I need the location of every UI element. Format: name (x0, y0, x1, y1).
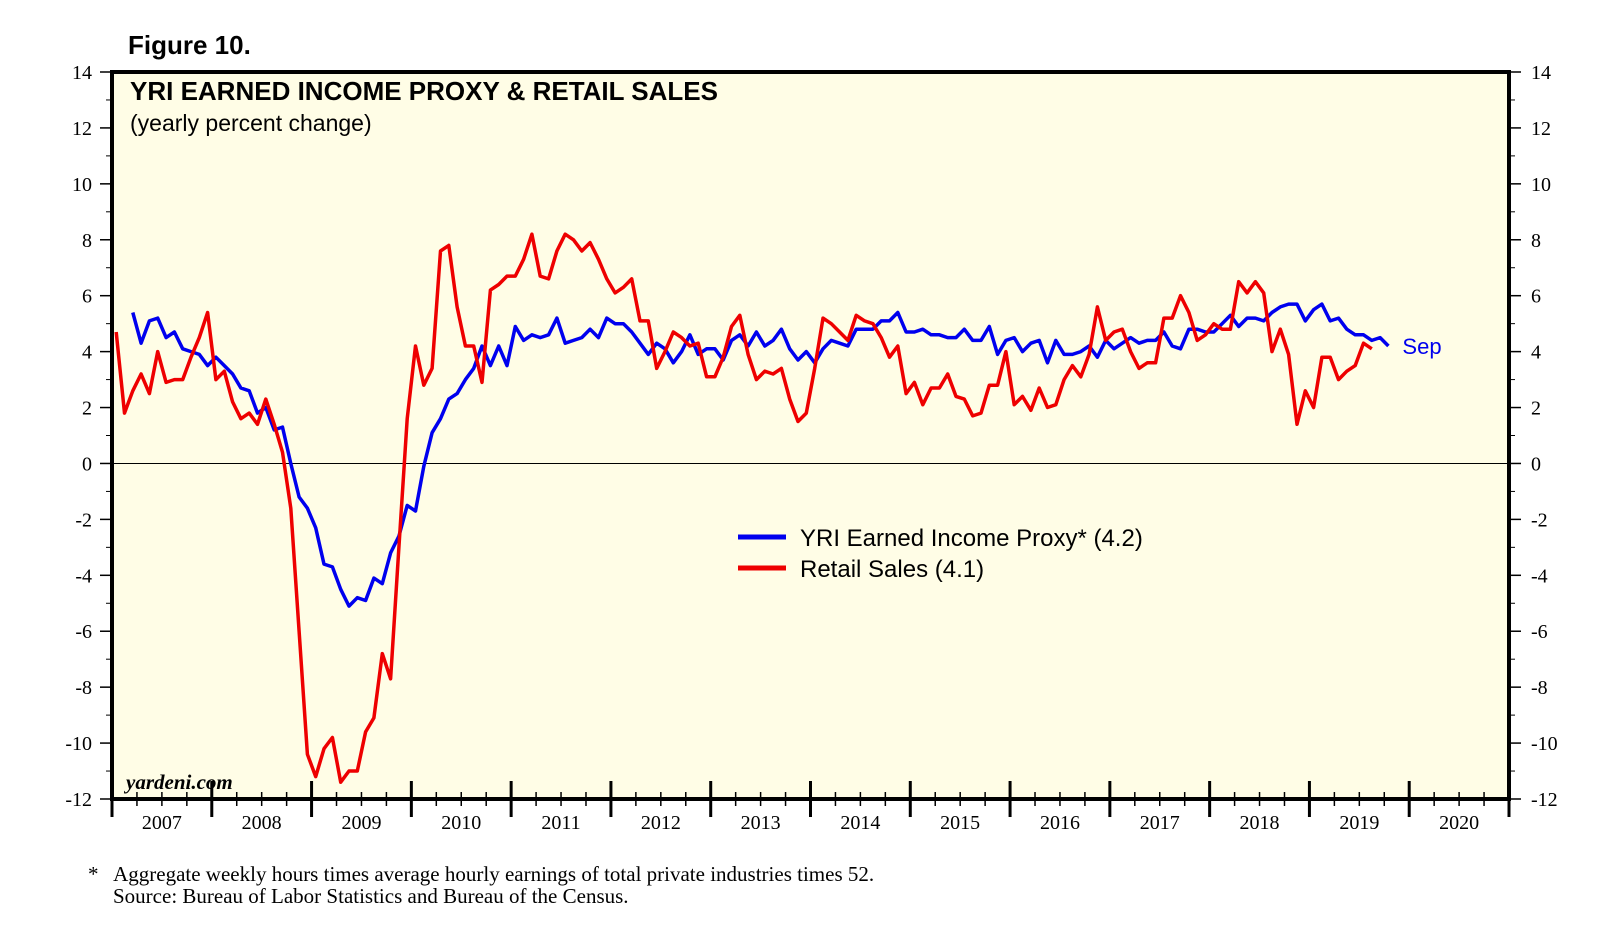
x-tick-label: 2017 (1140, 812, 1180, 834)
chart-title: YRI EARNED INCOME PROXY & RETAIL SALES (130, 76, 718, 106)
y-axis-right: 14 12 10 8 6 4 2 0 -2 -4 -6 -8 -10 -12 (1509, 62, 1558, 811)
y-tick-label-left: 8 (82, 230, 92, 252)
x-tick-label: 2008 (242, 812, 282, 834)
source-note: Source: Bureau of Labor Statistics and B… (113, 884, 629, 908)
y-tick-label-left: -8 (75, 677, 92, 699)
y-tick-label-right: 12 (1531, 118, 1551, 140)
x-tick-label: 2020 (1439, 812, 1479, 834)
y-tick-label-right: 10 (1531, 174, 1551, 196)
chart-subtitle: (yearly percent change) (130, 110, 372, 136)
series-layer (114, 232, 1390, 784)
y-tick-label-right: -2 (1531, 509, 1548, 531)
y-tick-label-right: -4 (1531, 565, 1548, 587)
x-tick-label: 2009 (341, 812, 381, 834)
y-tick-label-left: -10 (65, 733, 92, 755)
x-tick-label: 2016 (1040, 812, 1080, 834)
legend-label-retail: Retail Sales (4.1) (800, 556, 984, 583)
y-tick-label-right: 8 (1531, 230, 1541, 252)
legend: YRI Earned Income Proxy* (4.2) Retail Sa… (738, 525, 1143, 583)
plot-area (112, 72, 1509, 799)
y-axis-left: 14 12 10 8 6 4 2 0 -2 -4 -6 -8 -10 -12 (65, 62, 112, 811)
y-tick-label-left: 4 (82, 342, 92, 364)
y-tick-label-left: 12 (72, 118, 92, 140)
y-tick-label-right: -12 (1531, 789, 1558, 811)
y-tick-label-right: 6 (1531, 286, 1541, 308)
x-tick-label: 2010 (441, 812, 481, 834)
x-axis: 2007 2008 2009 2010 2011 2012 2013 2014 2015 2016… (110, 781, 1511, 834)
series-line-income (131, 302, 1390, 608)
x-tick-label: 2014 (840, 812, 880, 834)
y-tick-label-right: 2 (1531, 398, 1541, 420)
y-tick-label-right: -8 (1531, 677, 1548, 699)
end-annotation-sep: Sep (1402, 334, 1441, 359)
plot-frame (110, 70, 1511, 801)
x-tick-label: 2015 (940, 812, 980, 834)
series-line-retail (114, 232, 1373, 784)
y-tick-label-right: 4 (1531, 342, 1541, 364)
x-tick-label: 2018 (1240, 812, 1280, 834)
y-tick-label-left: -4 (75, 565, 92, 587)
figure-label: Figure 10. (128, 30, 251, 60)
x-tick-label: 2019 (1339, 812, 1379, 834)
y-tick-label-left: -2 (75, 509, 92, 531)
x-tick-label: 2012 (641, 812, 681, 834)
x-tick-label: 2007 (142, 812, 182, 834)
x-tick-label: 2011 (541, 812, 580, 834)
y-tick-label-left: 10 (72, 174, 92, 196)
y-tick-label-right: -6 (1531, 621, 1548, 643)
y-tick-label-right: 14 (1531, 62, 1551, 84)
footnote: * Aggregate weekly hours times average h… (88, 862, 874, 886)
legend-label-income: YRI Earned Income Proxy* (4.2) (800, 525, 1143, 552)
y-tick-label-left: -12 (65, 789, 92, 811)
y-tick-label-left: 6 (82, 286, 92, 308)
y-tick-label-right: 0 (1531, 453, 1541, 475)
x-tick-label: 2013 (741, 812, 781, 834)
y-tick-label-left: -6 (75, 621, 92, 643)
y-tick-label-left: 14 (72, 62, 92, 84)
watermark: yardeni.com (123, 770, 233, 794)
y-tick-label-left: 2 (82, 398, 92, 420)
y-tick-label-right: -10 (1531, 733, 1558, 755)
y-tick-label-left: 0 (82, 453, 92, 475)
